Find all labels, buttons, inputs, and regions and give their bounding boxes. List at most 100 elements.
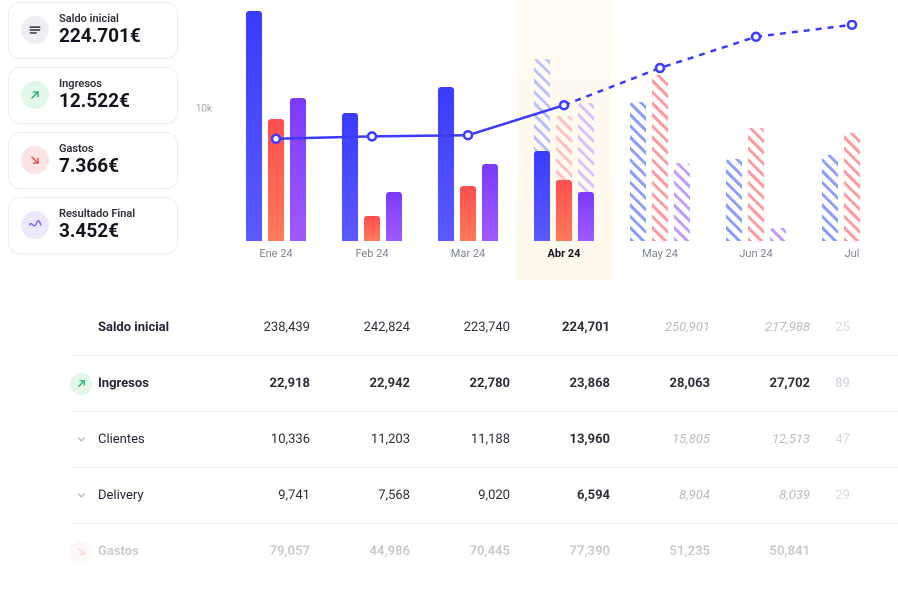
table-cell: 242,824 — [328, 320, 428, 335]
kpi-card-ingresos[interactable]: Ingresos 12.522€ — [8, 67, 178, 124]
chart-bar — [290, 98, 306, 241]
chart-bar — [364, 216, 380, 241]
table-row[interactable]: Saldo inicial238,439242,824223,740224,70… — [70, 300, 898, 356]
table-cell: 10,336 — [228, 432, 328, 447]
table-cell: 13,960 — [528, 432, 628, 447]
row-header: Saldo inicial — [98, 320, 228, 335]
row-icon-none — [70, 317, 92, 339]
table-row[interactable]: Clientes10,33611,20311,18813,96015,80512… — [70, 412, 898, 468]
table-cell: 11,188 — [428, 432, 528, 447]
expense-icon — [70, 541, 92, 563]
chart-month-label: Jul — [804, 247, 898, 260]
chart-month: Jun 24 — [708, 1, 804, 260]
kpi-card-resultado[interactable]: Resultado Final 3.452€ — [8, 197, 178, 254]
chart-bar — [534, 151, 550, 241]
chart-month: Jul — [804, 1, 898, 260]
chart-bar — [460, 186, 476, 241]
chart-bar — [342, 113, 358, 241]
chevron-down-icon — [70, 429, 92, 451]
table-cell: 22,780 — [428, 376, 528, 391]
table-cell: 50,841 — [728, 544, 828, 559]
chart-month: Mar 24 — [420, 1, 516, 260]
chart-bar — [748, 128, 764, 241]
table-row[interactable]: Gastos79,05744,98670,44577,39051,23550,8… — [70, 524, 898, 580]
table-cell: 28,063 — [628, 376, 728, 391]
table-cell: 70,445 — [428, 544, 528, 559]
kpi-value: 12.522€ — [59, 90, 130, 113]
table-cell: 44,986 — [328, 544, 428, 559]
table-cell: 6,594 — [528, 488, 628, 503]
table-row[interactable]: Ingresos22,91822,94222,78023,86828,06327… — [70, 356, 898, 412]
table-cell: 29 — [828, 488, 868, 503]
table-cell: 23,868 — [528, 376, 628, 391]
chart-bar — [674, 163, 690, 241]
table-cell: 15,805 — [628, 432, 728, 447]
table-cell: 12,513 — [728, 432, 828, 447]
table-cell: 8,039 — [728, 488, 828, 503]
chart-bar — [268, 119, 284, 241]
chart-month-label: Ene 24 — [228, 247, 324, 260]
table-cell: 79,057 — [228, 544, 328, 559]
kpi-value: 3.452€ — [59, 220, 135, 243]
chart-bar — [770, 228, 786, 241]
table-cell: 27,702 — [728, 376, 828, 391]
chart-bar — [652, 75, 668, 241]
expense-icon — [21, 146, 49, 174]
chart-bars-stage: Ene 24Feb 24Mar 24Abr 24May 24Jun 24Jul — [228, 20, 898, 260]
kpi-card-gastos[interactable]: Gastos 7.366€ — [8, 132, 178, 189]
chart: 10k20k Ene 24Feb 24Mar 24Abr 24May 24Jun… — [188, 0, 898, 280]
chart-month-label: Mar 24 — [420, 247, 516, 260]
chart-month-label: Feb 24 — [324, 247, 420, 260]
table-cell: 9,020 — [428, 488, 528, 503]
table-cell: 25 — [828, 320, 868, 335]
table-cell: 22,918 — [228, 376, 328, 391]
chart-bar — [556, 180, 572, 241]
kpi-value: 7.366€ — [59, 155, 119, 178]
table-cell: 22,942 — [328, 376, 428, 391]
row-header: Clientes — [98, 432, 228, 447]
chart-bar — [386, 192, 402, 241]
balance-icon — [21, 16, 49, 44]
chart-bar — [822, 155, 838, 241]
table-cell: 223,740 — [428, 320, 528, 335]
data-table: Saldo inicial238,439242,824223,740224,70… — [70, 300, 898, 580]
row-header: Gastos — [98, 544, 228, 559]
chart-month-label: Jun 24 — [708, 247, 804, 260]
chart-month: Ene 24 — [228, 1, 324, 260]
chart-month: Feb 24 — [324, 1, 420, 260]
chart-month: Abr 24 — [516, 1, 612, 260]
table-cell: 217,988 — [728, 320, 828, 335]
table-cell: 250,901 — [628, 320, 728, 335]
table-cell: 238,439 — [228, 320, 328, 335]
chart-month: May 24 — [612, 1, 708, 260]
chart-bar — [246, 11, 262, 241]
kpi-card-list: Saldo inicial 224.701€ Ingresos 12.522€ … — [8, 2, 178, 262]
table-cell: 47 — [828, 432, 868, 447]
chart-y-axis: 10k20k — [188, 0, 216, 260]
table-cell: 89 — [828, 376, 868, 391]
table-cell: 11,203 — [328, 432, 428, 447]
table-cell: 8,904 — [628, 488, 728, 503]
chart-bar — [630, 102, 646, 241]
chart-bar — [578, 192, 594, 241]
chart-bar — [438, 87, 454, 241]
table-cell: 9,741 — [228, 488, 328, 503]
row-header: Delivery — [98, 488, 228, 503]
table-cell: 77,390 — [528, 544, 628, 559]
kpi-label: Resultado Final — [59, 208, 135, 220]
kpi-card-saldo[interactable]: Saldo inicial 224.701€ — [8, 2, 178, 59]
chart-bar — [482, 164, 498, 241]
table-cell: 224,701 — [528, 320, 628, 335]
table-row[interactable]: Delivery9,7417,5689,0206,5948,9048,03929 — [70, 468, 898, 524]
chart-bar — [844, 133, 860, 241]
chart-month-label: May 24 — [612, 247, 708, 260]
chevron-down-icon — [70, 485, 92, 507]
y-tick-label: 10k — [196, 104, 212, 115]
row-header: Ingresos — [98, 376, 228, 391]
chart-bar — [726, 159, 742, 241]
table-cell: 51,235 — [628, 544, 728, 559]
income-icon — [21, 81, 49, 109]
income-icon — [70, 373, 92, 395]
chart-month-label: Abr 24 — [516, 247, 612, 260]
kpi-value: 224.701€ — [59, 25, 141, 48]
